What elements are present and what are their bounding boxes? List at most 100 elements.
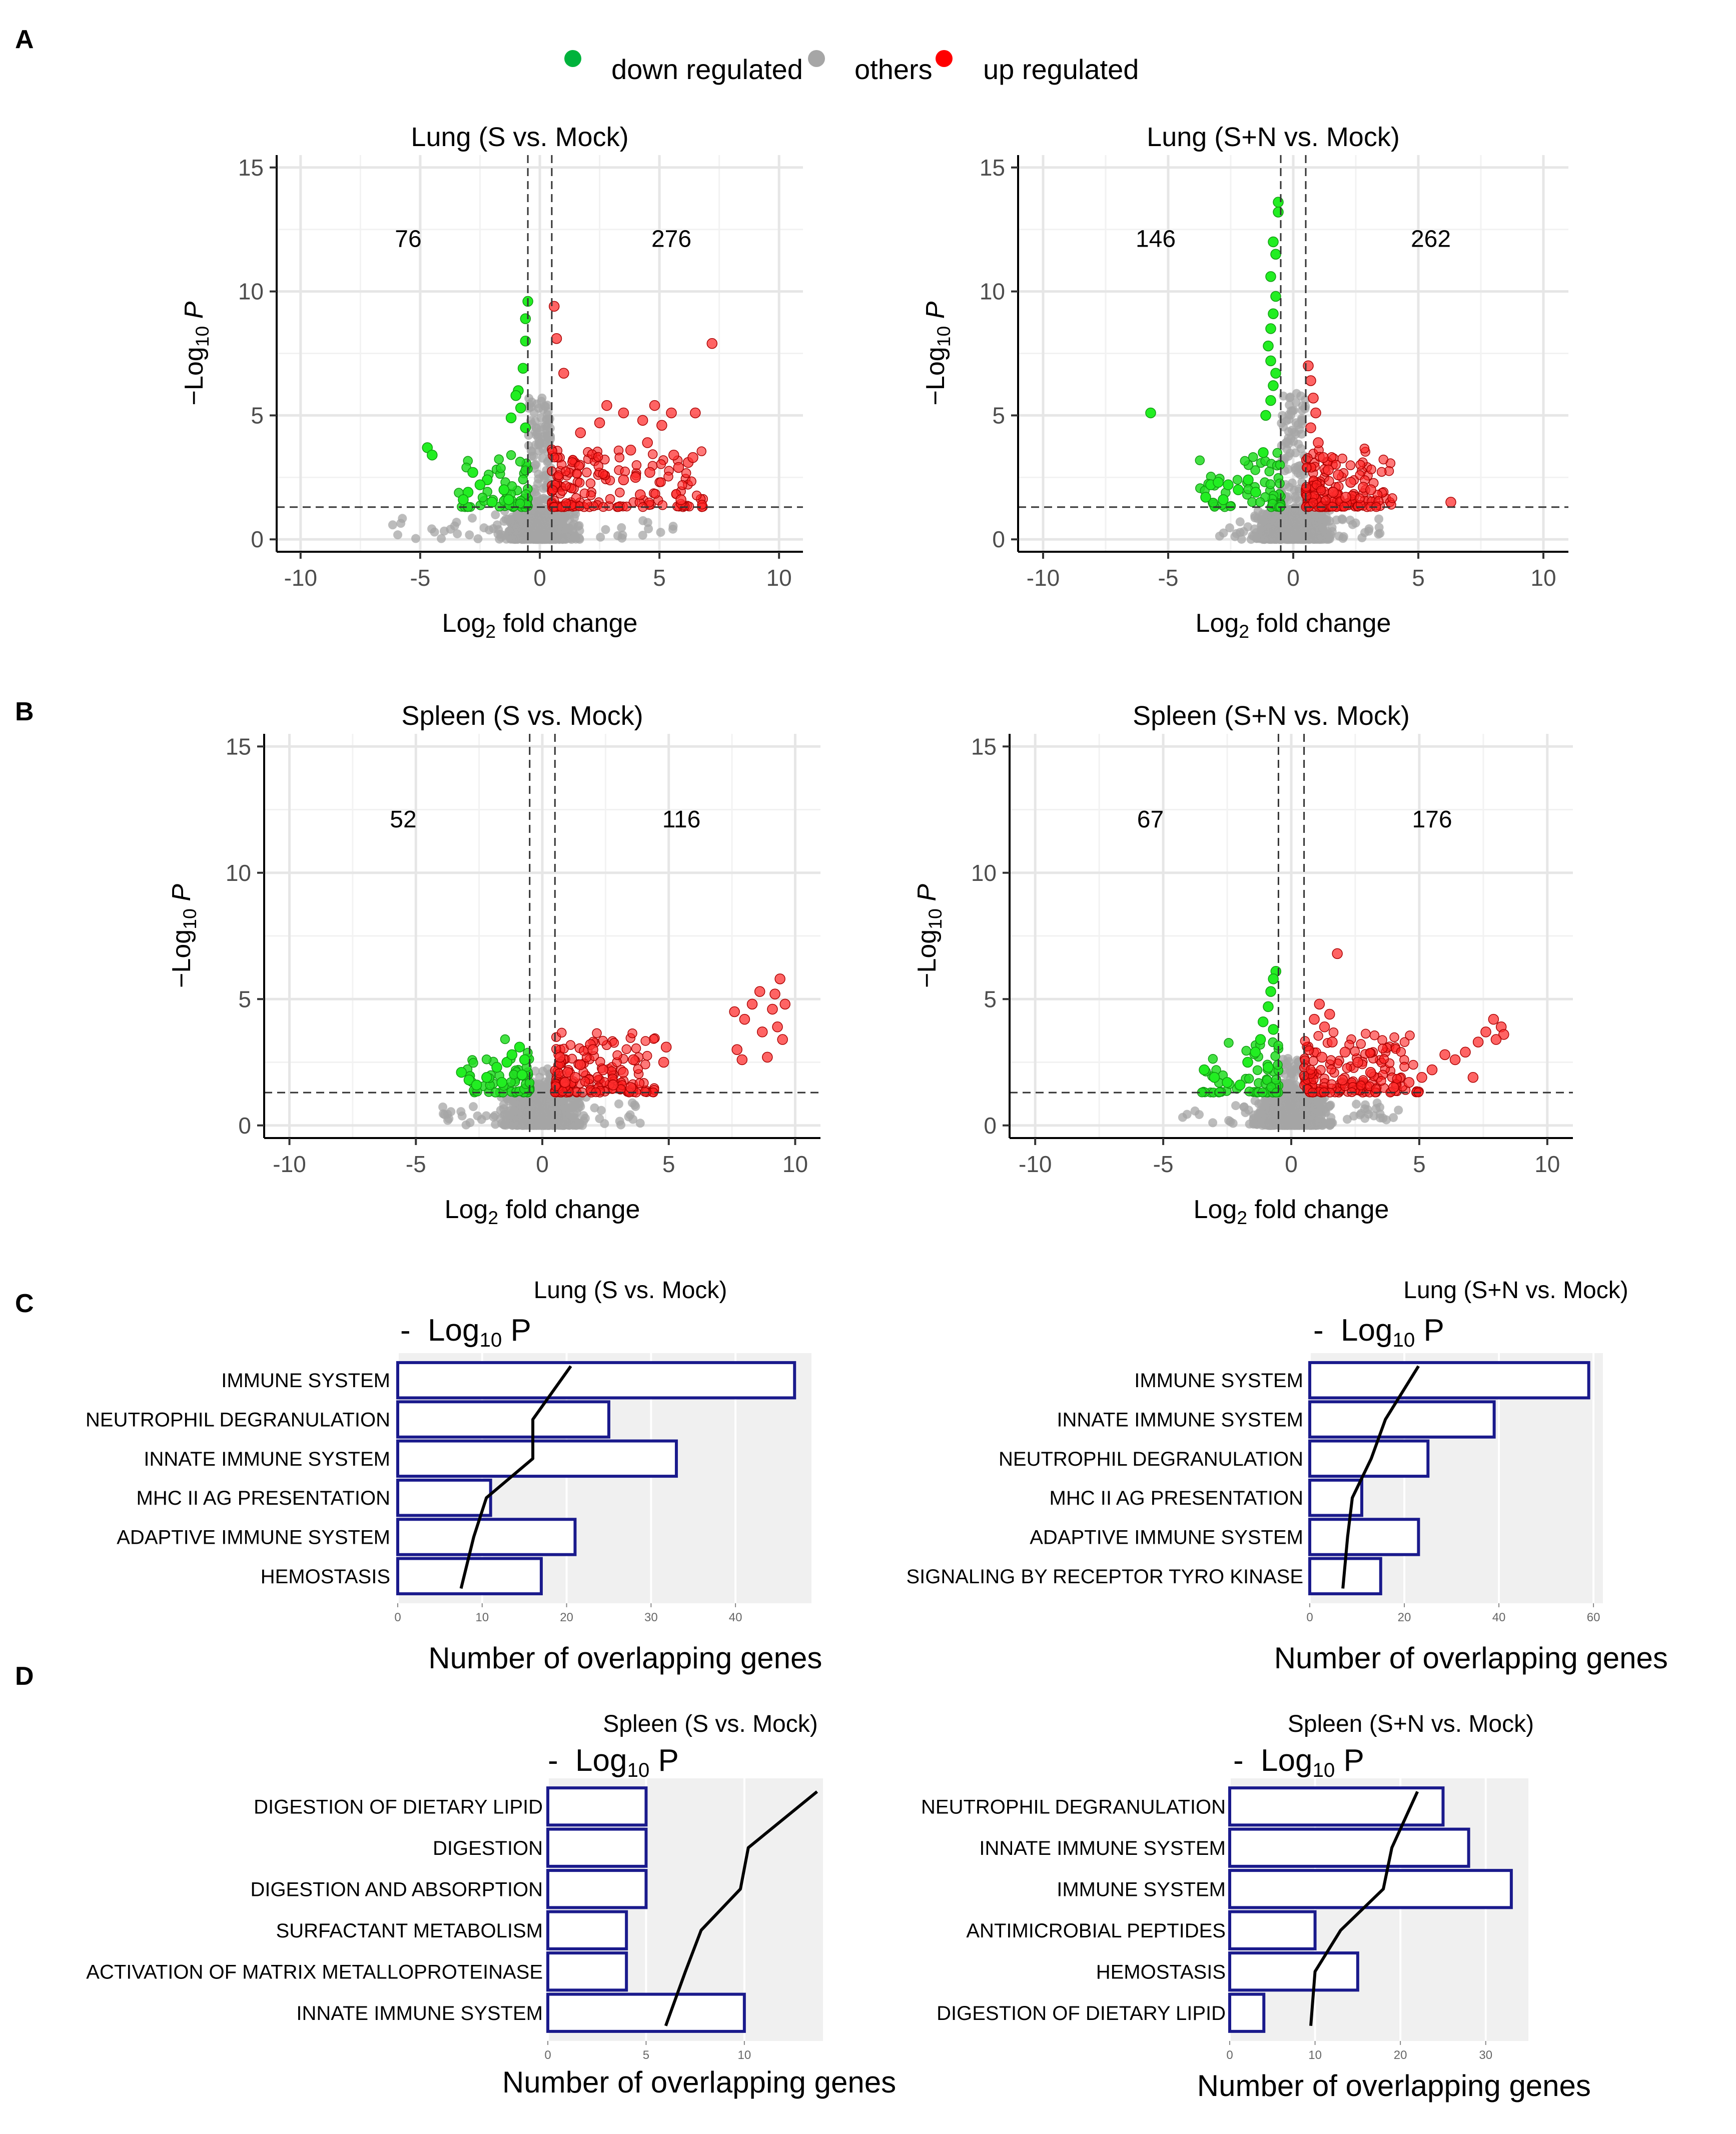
point-others — [1349, 1112, 1359, 1121]
x-axis-label-base: Log — [445, 1195, 488, 1224]
category-label: INNATE IMMUNE SYSTEM — [979, 1837, 1226, 1859]
point-others — [531, 440, 540, 450]
point-others — [643, 518, 652, 527]
x-tick-label: 5 — [662, 1151, 675, 1177]
point-others — [533, 479, 542, 488]
point-up — [1445, 497, 1456, 508]
point-up — [617, 1066, 629, 1078]
point-others — [1374, 529, 1383, 539]
point-others — [568, 526, 577, 536]
legend: down regulated others up regulated — [564, 50, 1139, 85]
x-tick-label: 30 — [644, 1611, 658, 1624]
x-axis-label-rest: fold change — [1249, 609, 1391, 638]
point-up — [1359, 443, 1370, 454]
bar — [396, 1478, 492, 1517]
point-down — [1209, 1072, 1220, 1083]
y-axis-label-base: −Log — [921, 347, 950, 405]
point-down — [1268, 236, 1279, 248]
point-others — [1311, 1099, 1321, 1109]
point-down — [503, 494, 514, 505]
bar — [1228, 1992, 1266, 2033]
point-up — [675, 494, 686, 505]
point-up — [1392, 1074, 1402, 1084]
x-axis-label: Log2 fold change — [445, 1195, 640, 1228]
x-tick-label: -10 — [1027, 565, 1060, 591]
line-series-label-p: P — [1335, 1743, 1364, 1778]
point-down — [1270, 291, 1281, 302]
point-up — [1352, 1056, 1363, 1068]
bar — [1308, 1361, 1590, 1400]
bar — [546, 1951, 628, 1992]
point-others — [1298, 401, 1307, 411]
point-up — [587, 1044, 598, 1055]
point-down — [456, 1066, 467, 1078]
point-others — [1286, 532, 1296, 542]
x-tick-label: -5 — [406, 1151, 426, 1177]
chart-title: Lung (S vs. Mock) — [534, 1277, 727, 1304]
point-down — [520, 335, 531, 347]
point-others — [525, 400, 534, 409]
point-down — [1255, 497, 1265, 507]
legend-marker-up — [936, 50, 953, 67]
point-up — [690, 407, 701, 419]
point-up — [666, 407, 677, 419]
point-others — [1374, 523, 1384, 532]
category-label: IMMUNE SYSTEM — [1057, 1878, 1226, 1900]
point-up — [656, 477, 666, 487]
x-tick-label: 10 — [782, 1151, 808, 1177]
up-count: 262 — [1411, 226, 1451, 252]
point-up — [607, 1080, 619, 1091]
point-others — [469, 1102, 478, 1112]
point-others — [569, 519, 579, 529]
x-tick-label: 0 — [1306, 1611, 1313, 1624]
point-others — [1256, 1108, 1265, 1118]
point-others — [495, 534, 504, 544]
point-others — [1294, 461, 1303, 471]
point-down — [1233, 484, 1244, 495]
point-up — [1313, 437, 1324, 448]
up-points — [547, 301, 718, 512]
line-series-label-prefix: - — [1233, 1743, 1244, 1778]
point-others — [393, 530, 403, 540]
point-others — [446, 1107, 456, 1117]
y-tick-label: 15 — [971, 733, 997, 759]
point-others — [1297, 415, 1307, 425]
point-up — [642, 437, 653, 448]
point-up — [1337, 453, 1347, 464]
point-up — [574, 478, 585, 488]
point-up — [631, 460, 642, 470]
point-up — [756, 1026, 768, 1037]
point-up — [1314, 998, 1325, 1010]
category-label: IMMUNE SYSTEM — [1134, 1370, 1303, 1392]
point-up — [1356, 1081, 1366, 1091]
point-others — [1327, 523, 1337, 532]
category-label: ANTIMICROBIAL PEPTIDES — [966, 1920, 1226, 1942]
point-others — [479, 523, 489, 533]
line-series-label: Log10 P — [1261, 1743, 1364, 1781]
point-others — [530, 460, 540, 470]
point-up — [597, 1064, 609, 1076]
point-down — [514, 1041, 525, 1052]
x-axis-label-sub: 2 — [1237, 1207, 1247, 1228]
chart-title: Spleen (S+N vs. Mock) — [1288, 1711, 1534, 1737]
point-others — [638, 530, 647, 540]
point-up — [1377, 1035, 1387, 1045]
point-others — [1239, 1102, 1249, 1112]
point-up — [614, 452, 625, 463]
point-others — [525, 512, 534, 522]
point-others — [543, 422, 552, 431]
point-up — [739, 1013, 750, 1025]
point-up — [620, 466, 630, 477]
point-up — [650, 489, 660, 499]
point-up — [621, 1044, 632, 1054]
point-up — [634, 1078, 645, 1089]
point-others — [506, 516, 515, 526]
point-others — [1267, 1118, 1276, 1128]
point-down — [494, 454, 504, 464]
point-down — [1273, 197, 1284, 208]
x-tick-label: 10 — [1534, 1151, 1560, 1177]
point-up — [612, 1050, 622, 1060]
point-up — [686, 476, 696, 487]
